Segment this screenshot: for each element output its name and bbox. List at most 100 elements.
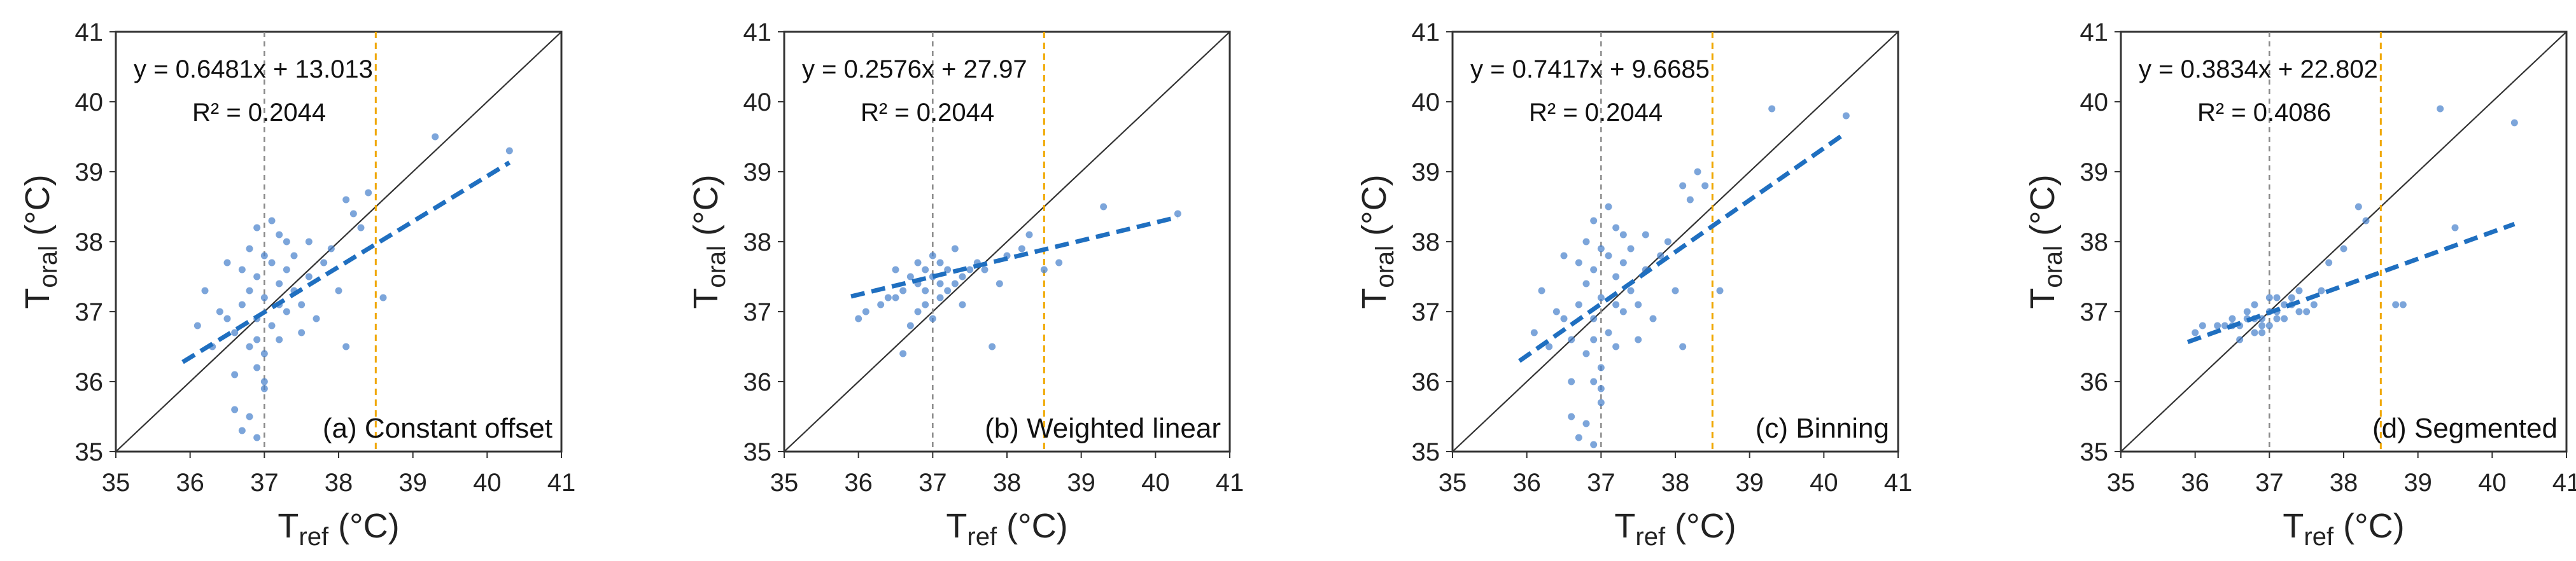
scatter-point bbox=[283, 238, 290, 246]
scatter-point bbox=[906, 322, 914, 329]
scatter-point bbox=[2325, 259, 2333, 267]
scatter-point bbox=[1100, 203, 1108, 211]
scatter-point bbox=[2199, 322, 2206, 329]
x-tick-label: 40 bbox=[1141, 469, 1170, 497]
y-tick-label: 35 bbox=[743, 438, 772, 466]
scatter-point bbox=[290, 252, 298, 260]
scatter-point bbox=[1560, 252, 1568, 260]
scatter-point bbox=[1605, 329, 1612, 336]
scatter-point bbox=[1605, 252, 1612, 260]
panel-label: (c) Binning bbox=[1756, 413, 1889, 444]
x-tick-label: 37 bbox=[918, 469, 947, 497]
y-axis-label-sub: oral bbox=[34, 246, 62, 288]
scatter-point bbox=[1627, 245, 1635, 253]
y-tick-label: 39 bbox=[75, 158, 104, 186]
scatter-point bbox=[951, 245, 959, 253]
scatter-point bbox=[1590, 441, 1598, 448]
x-axis-label-main: T bbox=[946, 507, 967, 545]
x-tick-label: 38 bbox=[2330, 469, 2358, 497]
scatter-point bbox=[2251, 329, 2258, 336]
scatter-point bbox=[1612, 273, 1620, 280]
y-tick-label: 37 bbox=[75, 298, 104, 326]
scatter-point bbox=[2273, 315, 2281, 322]
scatter-point bbox=[2295, 308, 2303, 315]
scatter-point bbox=[260, 294, 268, 301]
y-tick-label: 41 bbox=[743, 18, 772, 46]
x-tick-label: 39 bbox=[2404, 469, 2432, 497]
scatter-point bbox=[1025, 231, 1033, 239]
identity-line bbox=[1453, 32, 1898, 452]
scatter-point bbox=[1568, 336, 1575, 343]
scatter-point bbox=[2265, 294, 2273, 301]
scatter-point bbox=[2192, 329, 2199, 336]
scatter-point bbox=[1635, 336, 1642, 343]
scatter-point bbox=[884, 294, 892, 301]
scatter-point bbox=[2236, 336, 2244, 343]
scatter-point bbox=[238, 301, 246, 308]
x-tick-label: 40 bbox=[2478, 469, 2507, 497]
scatter-point bbox=[253, 273, 261, 280]
regression-equation: y = 0.2576x + 27.97 bbox=[802, 55, 1027, 83]
scatter-point bbox=[922, 287, 929, 294]
r-squared: R² = 0.2044 bbox=[1529, 99, 1663, 127]
y-tick-label: 39 bbox=[1412, 158, 1440, 186]
scatter-point bbox=[996, 280, 1003, 287]
scatter-point bbox=[432, 133, 439, 141]
scatter-point bbox=[1582, 280, 1590, 287]
scatter-point bbox=[349, 210, 357, 218]
scatter-point bbox=[223, 315, 231, 322]
y-tick-label: 35 bbox=[75, 438, 104, 466]
y-tick-label: 39 bbox=[743, 158, 772, 186]
x-tick-label: 36 bbox=[844, 469, 873, 497]
y-axis-label-main: T bbox=[2023, 288, 2062, 309]
y-tick-label: 36 bbox=[1412, 368, 1440, 396]
scatter-point bbox=[260, 378, 268, 385]
scatter-points bbox=[855, 203, 1181, 357]
x-tick-label: 41 bbox=[547, 469, 576, 497]
scatter-point bbox=[238, 266, 246, 274]
panel-label: (b) Weighted linear bbox=[985, 413, 1221, 444]
scatter-point bbox=[855, 315, 862, 322]
scatter-point bbox=[1582, 350, 1590, 357]
scatter-point bbox=[1612, 224, 1620, 232]
scatter-point bbox=[2362, 217, 2370, 225]
y-axis-label-unit: (°C) bbox=[687, 174, 725, 246]
scatter-point bbox=[1716, 287, 1724, 294]
x-axis-label-unit: (°C) bbox=[1665, 507, 1736, 545]
regression-line bbox=[850, 214, 1179, 299]
scatter-point bbox=[357, 224, 365, 232]
identity-line bbox=[2121, 32, 2566, 452]
y-axis-label-sub: oral bbox=[1371, 246, 1399, 288]
scatter-point bbox=[1642, 231, 1649, 239]
scatter-point bbox=[1612, 301, 1620, 308]
scatter-point bbox=[276, 231, 283, 239]
scatter-point bbox=[906, 273, 914, 280]
x-tick-label: 38 bbox=[325, 469, 353, 497]
scatter-point bbox=[1582, 238, 1590, 246]
r-squared: R² = 0.4086 bbox=[2197, 99, 2331, 127]
scatter-point bbox=[2281, 301, 2288, 308]
y-axis-label-main: T bbox=[687, 288, 725, 309]
scatter-point bbox=[2258, 322, 2266, 329]
scatter-point bbox=[268, 322, 276, 329]
y-tick-label: 36 bbox=[743, 368, 772, 396]
scatter-point bbox=[1590, 217, 1598, 225]
scatter-point bbox=[253, 364, 261, 371]
scatter-point bbox=[1619, 231, 1627, 239]
scatter-point bbox=[1545, 343, 1553, 350]
scatter-point bbox=[1590, 266, 1598, 274]
scatter-point bbox=[1768, 105, 1776, 113]
x-tick-label: 40 bbox=[1810, 469, 1838, 497]
regression-equation: y = 0.6481x + 13.013 bbox=[134, 55, 373, 83]
scatter-point bbox=[1055, 259, 1063, 267]
x-axis-label-sub: ref bbox=[299, 523, 329, 551]
scatter-point bbox=[1590, 378, 1598, 385]
y-tick-label: 41 bbox=[1412, 18, 1440, 46]
scatter-point bbox=[1174, 210, 1181, 218]
scatter-point bbox=[2251, 301, 2258, 308]
scatter-point bbox=[951, 280, 959, 287]
y-tick-label: 40 bbox=[75, 88, 104, 116]
x-axis-label-main: T bbox=[2283, 507, 2304, 545]
